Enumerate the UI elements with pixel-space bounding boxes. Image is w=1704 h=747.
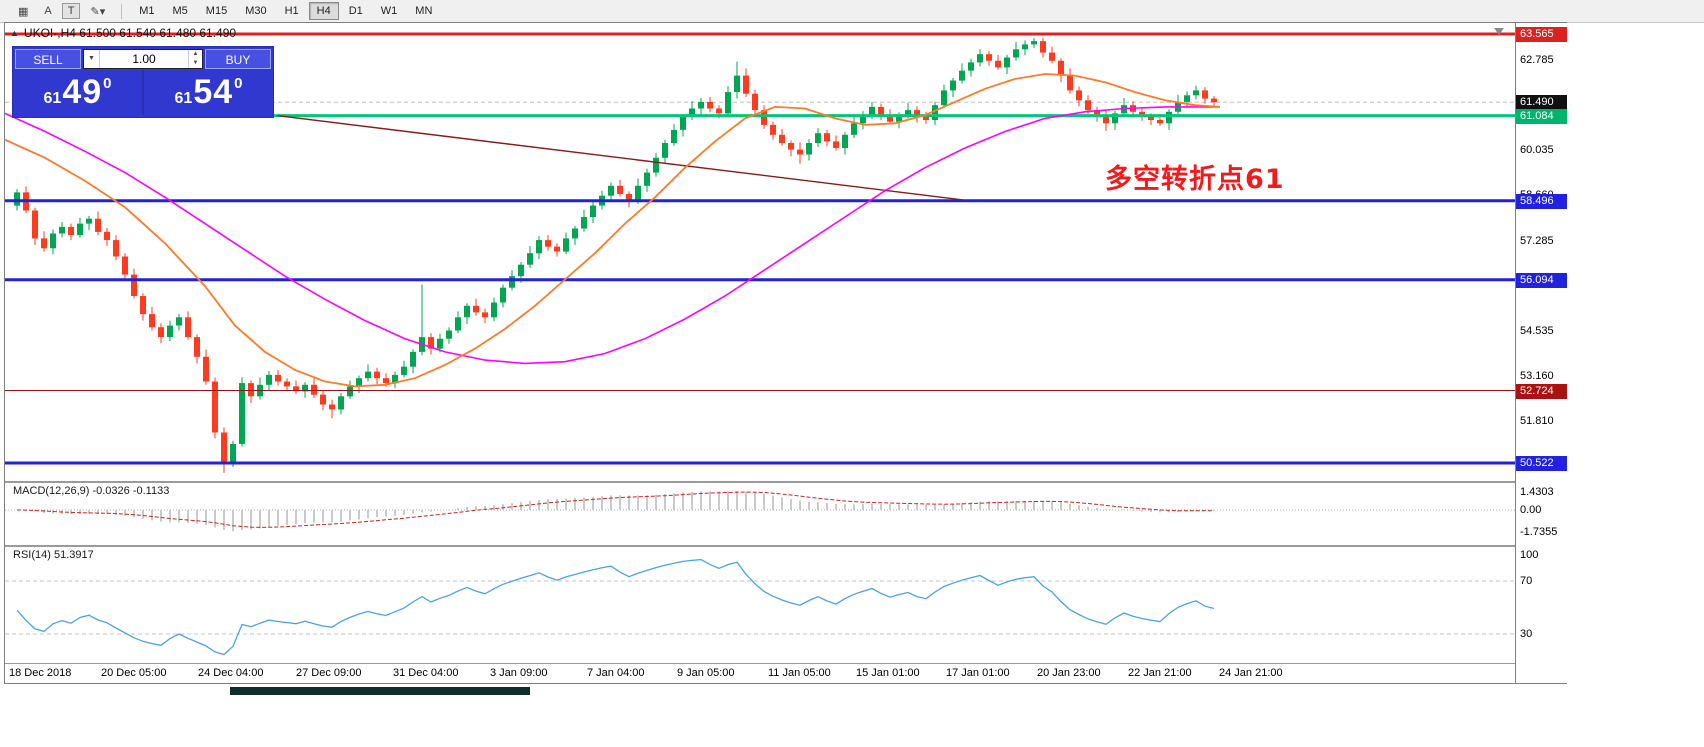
macd-label: MACD(12,26,9) -0.0326 -0.1133 [13,485,170,497]
toolbar-separator [121,3,123,19]
timeframe-M15[interactable]: M15 [205,5,228,17]
ask-price-sup: 0 [234,75,243,92]
text-a-icon[interactable]: A [44,5,52,17]
volume-spinner: ▲ ▼ [188,50,202,68]
draw-tool-icon[interactable]: ✎▾ [90,5,106,18]
time-axis-label: 27 Dec 09:00 [296,667,362,679]
time-axis-label: 11 Jan 05:00 [768,667,831,679]
ask-price[interactable]: 61 54 0 [144,70,273,115]
chart-header: ▲ UKOI-,H4 61.500 61.540 61.480 61.490 [10,26,236,40]
rsi-axis-label: 70 [1520,575,1533,587]
price-level-label: 52.724 [1516,384,1567,399]
time-axis-label: 22 Jan 21:00 [1128,667,1192,679]
volume-control: ▼ 1.00 ▲ ▼ [83,49,203,69]
price-level-label: 56.094 [1516,273,1567,288]
volume-up-button[interactable]: ▲ [192,51,199,57]
time-axis-label: 20 Jan 23:00 [1037,667,1101,679]
sell-button[interactable]: SELL [15,49,81,69]
price-level-label: 61.084 [1516,109,1567,124]
time-axis-label: 18 Dec 2018 [9,667,72,679]
buy-button[interactable]: BUY [205,49,271,69]
time-axis-label: 7 Jan 04:00 [587,667,645,679]
one-click-trading-panel: SELL ▼ 1.00 ▲ ▼ BUY 61 49 0 [13,47,273,117]
volume-input[interactable]: 1.00 [132,52,156,66]
price-level-label: 50.522 [1516,456,1567,471]
timeframe-toolbar: M1 M5 M15 M30 H1 H4 D1 W1 MN [130,2,441,20]
text-t-icon[interactable]: T [61,3,81,19]
time-axis-label: 24 Jan 21:00 [1219,667,1283,679]
timeframe-M5[interactable]: M5 [172,5,188,17]
timeframe-H1[interactable]: H1 [284,5,299,17]
price-axis[interactable]: 62.78560.03558.66057.28554.53553.16051.8… [1515,23,1567,683]
rsi-label: RSI(14) 51.3917 [13,549,94,561]
time-axis-label: 24 Dec 04:00 [198,667,264,679]
macd-axis-label: 1.4303 [1520,486,1554,498]
bid-price[interactable]: 61 49 0 [13,70,142,115]
chart-annotation-text: 多空转折点61 [1105,164,1285,195]
price-tick: 54.535 [1520,325,1554,337]
timeframe-D1[interactable]: D1 [348,5,363,17]
bid-price-prefix: 61 [43,90,62,107]
price-divider [142,70,144,115]
chart-shift-marker[interactable] [1494,28,1504,35]
chart-ohlc-header: UKOI-,H4 61.500 61.540 61.480 61.490 [23,26,237,40]
chart-window: ▲ UKOI-,H4 61.500 61.540 61.480 61.490 S… [4,22,1567,684]
time-axis-label: 17 Jan 01:00 [946,667,1010,679]
panel-splitter[interactable] [5,545,1566,547]
panel-splitter[interactable] [5,481,1566,483]
price-level-label: 63.565 [1516,27,1567,42]
price-tick: 60.035 [1520,144,1554,156]
price-chart-canvas[interactable] [5,23,1515,481]
bid-price-sup: 0 [103,75,112,92]
rsi-canvas[interactable] [5,547,1515,663]
time-axis-label: 31 Dec 04:00 [393,667,459,679]
toolbar: ▦ A T ✎▾ M1 M5 M15 M30 H1 H4 D1 W1 MN [0,0,1704,23]
price-level-label: 58.496 [1516,194,1567,209]
price-tick: 53.160 [1520,370,1554,382]
time-axis[interactable]: 18 Dec 2018 20 Dec 05:00 24 Dec 04:00 27 De… [5,664,1566,683]
price-tick: 51.810 [1520,415,1554,427]
volume-dropdown-button[interactable]: ▼ [84,50,100,68]
timeframe-MN[interactable]: MN [415,5,433,17]
chart-mode-icon[interactable]: ▦ [18,5,29,18]
macd-canvas[interactable] [5,483,1515,545]
timeframe-M1[interactable]: M1 [139,5,155,17]
rsi-axis-label: 30 [1520,628,1533,640]
ask-price-prefix: 61 [174,90,193,107]
time-axis-label: 9 Jan 05:00 [677,667,735,679]
price-tick: 57.285 [1520,235,1554,247]
timeframe-W1[interactable]: W1 [380,5,398,17]
collapse-one-click-button[interactable]: ▲ [10,28,19,38]
macd-axis-label: -1.7355 [1520,526,1558,538]
price-tick: 62.785 [1520,54,1554,66]
timeframe-H4[interactable]: H4 [308,2,339,20]
time-axis-label: 15 Jan 01:00 [856,667,920,679]
rsi-axis-label: 100 [1520,549,1539,561]
bottom-dark-strip [230,687,530,695]
ask-price-big: 54 [193,73,234,111]
toolbar-icons: ▦ A T ✎▾ [10,3,113,20]
bid-price-big: 49 [62,73,103,111]
panel-splitter[interactable] [5,663,1566,664]
volume-down-button[interactable]: ▼ [192,60,199,66]
time-axis-label: 20 Dec 05:00 [101,667,167,679]
price-level-label: 61.490 [1516,95,1567,110]
time-axis-label: 3 Jan 09:00 [490,667,548,679]
timeframe-M30[interactable]: M30 [245,5,267,17]
macd-axis-label: 0.00 [1520,504,1542,516]
